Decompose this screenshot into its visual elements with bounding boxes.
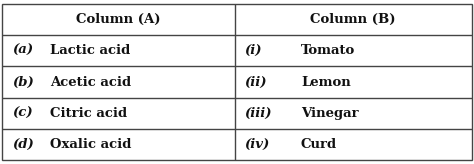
Text: Column (A): Column (A)	[76, 13, 161, 26]
Text: (d): (d)	[12, 138, 34, 151]
Text: (b): (b)	[12, 75, 34, 89]
Text: (i): (i)	[244, 44, 262, 57]
Text: Vinegar: Vinegar	[301, 107, 359, 120]
Text: (ii): (ii)	[244, 75, 266, 89]
Text: Curd: Curd	[301, 138, 337, 151]
Text: Citric acid: Citric acid	[50, 107, 127, 120]
Text: (a): (a)	[12, 44, 33, 57]
Text: Lactic acid: Lactic acid	[50, 44, 130, 57]
Text: Column (B): Column (B)	[310, 13, 396, 26]
Text: Acetic acid: Acetic acid	[50, 75, 131, 89]
Text: Tomato: Tomato	[301, 44, 355, 57]
Text: (c): (c)	[12, 107, 33, 120]
Text: Oxalic acid: Oxalic acid	[50, 138, 131, 151]
Text: Lemon: Lemon	[301, 75, 351, 89]
Text: (iii): (iii)	[244, 107, 272, 120]
Text: (iv): (iv)	[244, 138, 269, 151]
